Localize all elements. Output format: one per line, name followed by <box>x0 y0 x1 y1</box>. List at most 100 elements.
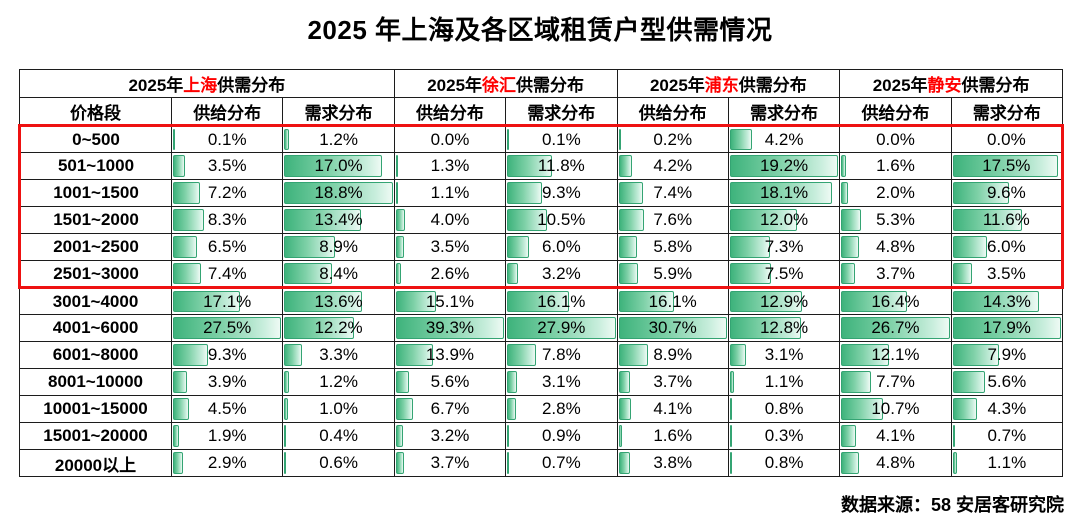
value-label: 5.6% <box>430 372 470 391</box>
value-cell: 3.2% <box>393 422 507 450</box>
value-label: 2.6% <box>430 263 470 283</box>
value-label: 3.5% <box>430 237 470 256</box>
data-bar <box>618 452 631 474</box>
data-bar <box>618 344 649 366</box>
data-bar <box>173 371 187 393</box>
value-cell: 8.4% <box>282 260 395 289</box>
region-name-jingan: 静安 <box>927 76 962 95</box>
data-bar <box>395 182 398 204</box>
col-header-supply: 供给分布 <box>616 97 729 126</box>
value-cell: 2.0% <box>839 179 952 207</box>
value-label: 7.5% <box>764 263 804 283</box>
value-cell: 7.4% <box>616 179 729 207</box>
value-cell: 3.1% <box>505 368 618 396</box>
value-label: 27.9% <box>537 318 586 337</box>
value-cell: 0.0% <box>393 124 507 153</box>
data-bar <box>173 263 201 284</box>
value-cell: 17.1% <box>170 287 284 315</box>
value-cell: 4.0% <box>393 206 507 234</box>
data-bar <box>395 398 413 420</box>
price-range-label: 1501~2000 <box>18 206 172 234</box>
value-cell: 7.2% <box>170 179 284 207</box>
group-suffix: 供需分布 <box>217 76 286 95</box>
value-cell: 27.5% <box>170 314 284 342</box>
value-label: 13.4% <box>314 210 363 229</box>
price-range-label: 2501~3000 <box>18 260 172 289</box>
value-cell: 12.1% <box>839 341 952 369</box>
value-label: 3.7% <box>653 372 693 391</box>
col-header-supply: 供给分布 <box>393 97 507 126</box>
value-label: 1.1% <box>430 183 470 202</box>
value-cell: 16.1% <box>616 287 729 315</box>
data-bar <box>173 398 190 420</box>
value-cell: 3.3% <box>282 341 395 369</box>
data-bar <box>618 425 623 447</box>
value-cell: 3.7% <box>393 449 507 477</box>
data-bar <box>618 236 638 258</box>
value-cell: 3.5% <box>950 260 1065 289</box>
value-label: 6.0% <box>986 237 1026 256</box>
group-suffix: 供需分布 <box>738 76 807 95</box>
data-bar <box>952 182 1010 204</box>
value-cell: 4.2% <box>727 124 841 153</box>
data-bar <box>507 398 517 420</box>
data-bar <box>729 291 803 312</box>
value-cell: 6.5% <box>170 233 284 261</box>
value-cell: 6.0% <box>505 233 618 261</box>
value-label: 0.6% <box>319 453 358 472</box>
value-cell: 8.9% <box>282 233 395 261</box>
value-label: 16.4% <box>871 291 920 311</box>
value-cell: 7.9% <box>950 341 1064 369</box>
data-bar <box>841 291 908 312</box>
data-bar <box>284 236 335 258</box>
value-cell: 1.6% <box>839 152 952 180</box>
data-bar <box>507 452 510 474</box>
value-label: 30.7% <box>648 318 697 337</box>
table-row: 3001~4000 17.1% 13.6% 15.1% 16.1% 16.1% 12.9% 1… <box>19 287 1064 315</box>
value-cell: 0.8% <box>727 395 841 423</box>
data-bar <box>173 129 175 150</box>
table-row: 1001~1500 7.2% 18.8% 1.1% 9.3% 7.4% 18.1% 2.0% 9… <box>18 179 1065 207</box>
group-header-jingan: 2025年静安供需分布 <box>839 69 1063 98</box>
value-label: 3.7% <box>876 263 915 283</box>
data-bar <box>507 236 529 258</box>
value-label: 12.0% <box>759 210 809 229</box>
group-suffix: 供需分布 <box>516 76 585 95</box>
value-label: 1.2% <box>319 129 358 149</box>
data-bar <box>507 371 518 393</box>
value-cell: 0.9% <box>505 422 618 450</box>
value-cell: 4.8% <box>839 449 952 477</box>
value-label: 4.1% <box>653 399 693 418</box>
value-label: 8.9% <box>653 345 693 364</box>
data-bar <box>952 398 978 420</box>
group-prefix: 2025年 <box>128 76 184 95</box>
value-label: 6.0% <box>541 237 581 256</box>
value-cell: 0.2% <box>616 124 729 153</box>
data-bar <box>952 291 1039 312</box>
value-cell: 17.0% <box>282 152 395 180</box>
value-cell: 5.9% <box>616 260 729 289</box>
value-cell: 3.2% <box>505 260 618 289</box>
value-label: 0.8% <box>764 453 804 472</box>
value-label: 0.2% <box>653 129 693 149</box>
data-bar <box>395 155 398 177</box>
data-bar <box>284 129 290 150</box>
data-bar <box>507 209 547 231</box>
data-bar <box>395 371 410 393</box>
data-bar <box>284 291 363 312</box>
data-bar <box>618 263 638 284</box>
value-cell: 1.2% <box>282 368 395 396</box>
value-cell: 18.8% <box>282 179 395 207</box>
value-label: 1.6% <box>876 156 915 175</box>
value-cell: 0.8% <box>727 449 841 477</box>
data-bar <box>618 155 632 177</box>
value-cell: 1.6% <box>616 422 729 450</box>
data-source-note: 数据来源：58 安居客研究院 <box>840 495 1064 515</box>
table-row: 20000以上 2.9% 0.6% 3.7% 0.7% 3.8% 0.8% 4.8% 1.1% <box>19 449 1064 477</box>
table-row: 2001~2500 6.5% 8.9% 3.5% 6.0% 5.8% 7.3% 4.8% 6.0… <box>18 233 1065 261</box>
value-cell: 3.7% <box>839 260 952 289</box>
data-bar <box>618 209 644 231</box>
value-label: 13.9% <box>425 345 475 364</box>
data-bar <box>395 344 433 366</box>
sub-header-row: 价格段 供给分布 需求分布 供给分布 需求分布 供给分布 需求分布 供给分布 需… <box>19 97 1064 126</box>
